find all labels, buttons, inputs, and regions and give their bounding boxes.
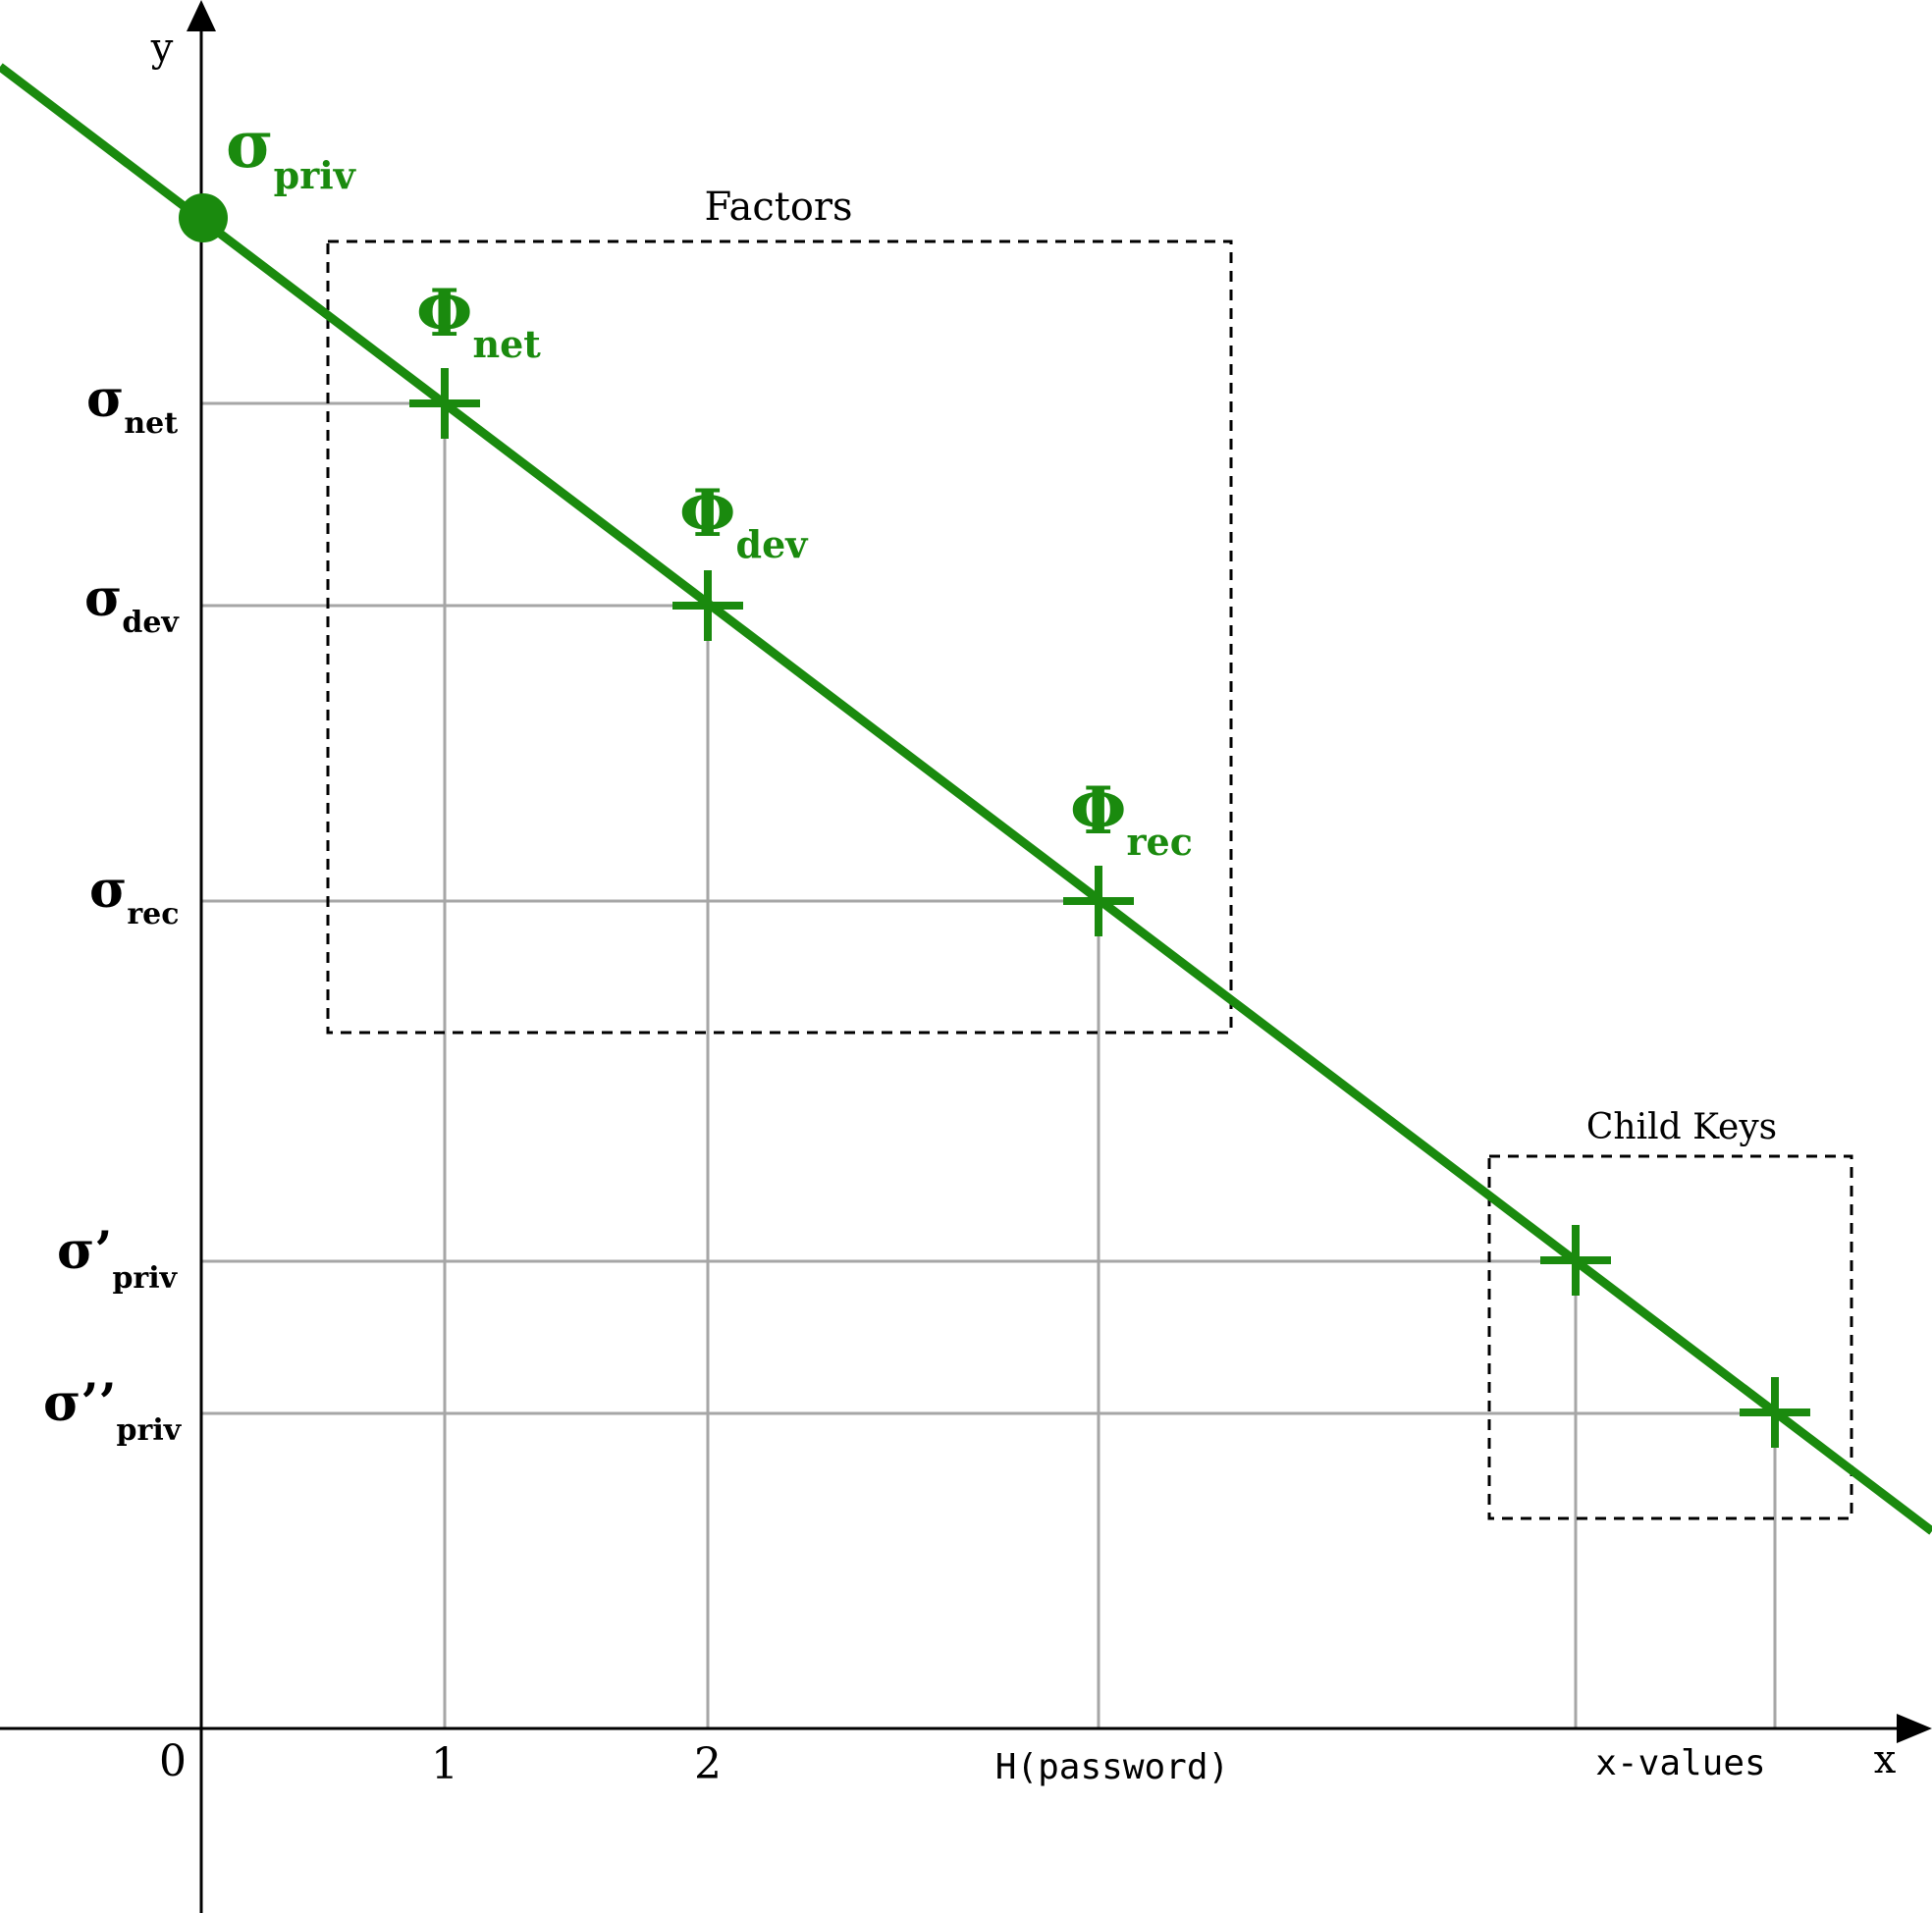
x-tick-xvalues: x-values bbox=[1595, 1743, 1765, 1783]
x-tick-2: 2 bbox=[694, 1739, 722, 1789]
y-label-rec: σrec bbox=[89, 860, 180, 931]
y-label-priv1-symbol: σ’ bbox=[57, 1221, 112, 1281]
x-axis-label: x bbox=[1874, 1737, 1897, 1782]
marker-priv2 bbox=[1740, 1377, 1810, 1448]
marker-dev bbox=[672, 570, 743, 641]
share-markers bbox=[409, 368, 1810, 1448]
y-label-dev: σdev bbox=[84, 568, 180, 640]
y-label-priv2-subscript: priv bbox=[117, 1413, 183, 1448]
y-label-net-subscript: net bbox=[124, 406, 178, 441]
marker-rec bbox=[1063, 866, 1134, 936]
share-label-net: Φnet bbox=[416, 275, 541, 366]
y-label-net-symbol: σ bbox=[86, 369, 124, 429]
secret-point bbox=[179, 193, 228, 242]
share-net-symbol: Φ bbox=[416, 275, 473, 351]
y-axis-arrow-icon bbox=[187, 0, 216, 31]
origin-label: 0 bbox=[159, 1736, 187, 1786]
secret-line bbox=[0, 63, 1932, 1535]
child-keys-box bbox=[1487, 1154, 1853, 1520]
share-rec-symbol: Φ bbox=[1070, 772, 1127, 849]
y-label-priv2-symbol: σ’’ bbox=[43, 1373, 117, 1433]
child-keys-title: Child Keys bbox=[1586, 1107, 1777, 1147]
share-dev-subscript: dev bbox=[736, 522, 810, 566]
marker-priv1 bbox=[1540, 1225, 1611, 1296]
x-axis-arrow-icon bbox=[1897, 1714, 1932, 1743]
y-label-priv1-subscript: priv bbox=[112, 1261, 178, 1296]
y-label-dev-subscript: dev bbox=[122, 606, 180, 640]
secret-label: σpriv bbox=[226, 106, 357, 197]
factors-title: Factors bbox=[704, 185, 852, 230]
secret-subscript: priv bbox=[274, 153, 357, 197]
y-label-dev-symbol: σ bbox=[84, 568, 122, 628]
x-tick-password: H(password) bbox=[995, 1747, 1229, 1787]
y-label-rec-symbol: σ bbox=[89, 860, 127, 920]
y-axis-label: y bbox=[150, 26, 174, 71]
marker-net bbox=[409, 368, 480, 439]
axes bbox=[0, 27, 1905, 1913]
y-label-rec-subscript: rec bbox=[127, 897, 179, 931]
share-label-dev: Φdev bbox=[679, 475, 809, 566]
guide-lines bbox=[202, 401, 1777, 1727]
factors-box bbox=[326, 239, 1233, 1035]
share-dev-symbol: Φ bbox=[679, 475, 736, 552]
y-label-priv1: σ’priv bbox=[57, 1221, 179, 1296]
secret-symbol: σ bbox=[226, 106, 274, 183]
x-tick-1: 1 bbox=[431, 1739, 458, 1789]
share-label-rec: Φrec bbox=[1070, 772, 1193, 864]
y-label-priv2: σ’’priv bbox=[43, 1373, 183, 1448]
share-rec-subscript: rec bbox=[1127, 820, 1193, 864]
share-net-subscript: net bbox=[473, 322, 542, 366]
y-label-net: σnet bbox=[86, 369, 178, 441]
